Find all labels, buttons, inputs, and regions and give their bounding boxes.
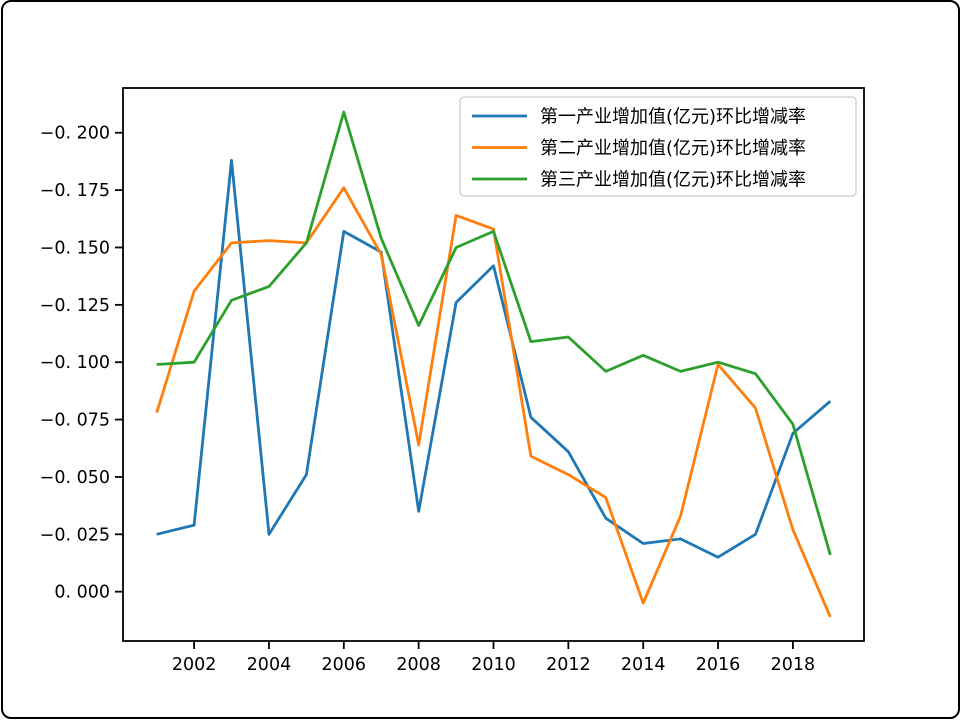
x-tick-label: 2018 [770,655,815,675]
y-tick-label: −0. 150 [39,238,109,258]
series-line-primary-industry [155,158,831,559]
legend-item-tertiary-industry: 第三产业增加值(亿元)环比增减率 [471,170,806,191]
x-tick-label: 2010 [471,655,516,675]
legend: 第一产业增加值(亿元)环比增减率第二产业增加值(亿元)环比增减率第三产业增加值(… [458,96,857,197]
legend-label: 第三产业增加值(亿元)环比增减率 [540,170,806,191]
x-tick-label: 2014 [620,655,665,675]
line-chart: −0. 200 −0. 175 −0. 150 −0. 125 −0. 100 −0. 0… [39,87,865,675]
legend-box [458,96,857,197]
series-line-secondary-industry [154,186,832,618]
y-tick-label: −0. 025 [39,525,109,545]
x-tick-label: 2002 [171,655,216,675]
x-tick-label: 2016 [695,655,740,675]
x-tick-label: 2008 [396,655,441,675]
y-tick-label: −0. 200 [39,124,109,144]
y-tick-label: −0. 050 [39,468,109,488]
legend-item-secondary-industry: 第二产业增加值(亿元)环比增减率 [471,138,806,159]
legend-label: 第二产业增加值(亿元)环比增减率 [540,138,806,159]
x-tick-label: 2004 [246,655,291,675]
x-tick-label: 2012 [546,655,591,675]
y-tick-label: −0. 075 [39,411,109,431]
y-tick-label: 0. 000 [54,583,110,603]
y-tick-label: −0. 100 [39,353,109,373]
legend-item-primary-industry: 第一产业增加值(亿元)环比增减率 [471,107,806,128]
series-line-tertiary-industry [156,110,832,556]
legend-label: 第一产业增加值(亿元)环比增减率 [540,107,806,128]
y-tick-label: −0. 125 [39,296,109,316]
y-tick-label: −0. 175 [39,181,109,201]
x-tick-label: 2006 [321,655,366,675]
